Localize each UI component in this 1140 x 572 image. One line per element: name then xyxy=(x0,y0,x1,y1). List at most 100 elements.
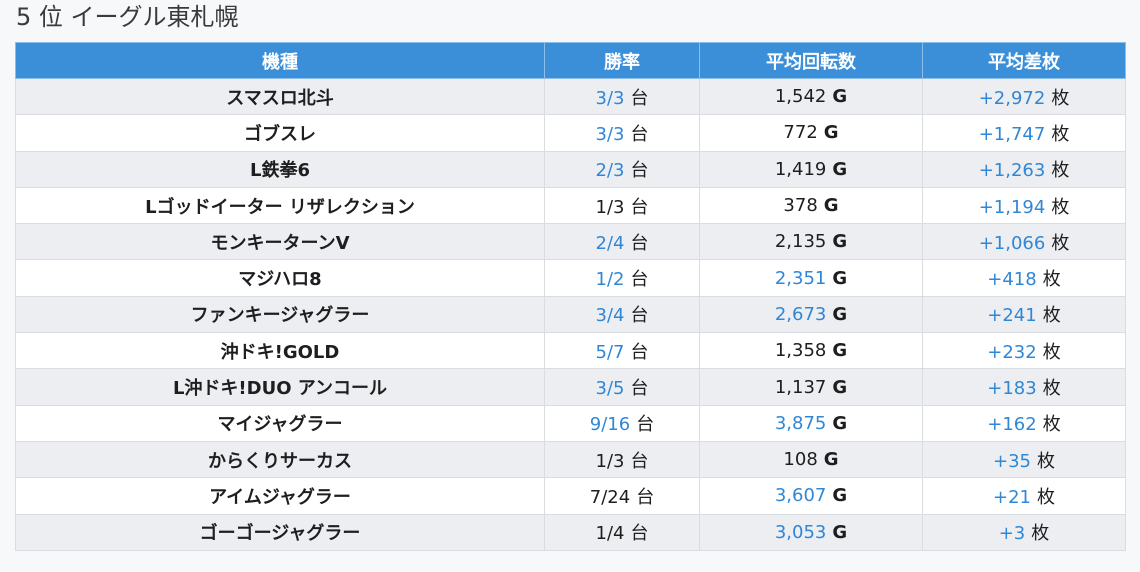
machine-name-cell: モンキーターンV xyxy=(15,223,545,261)
avg-diff-value: +35 xyxy=(993,450,1031,472)
win-rate-cell: 1/2 台 xyxy=(544,259,700,297)
avg-diff-cell: +232 枚 xyxy=(922,332,1126,370)
avg-spins-unit: G xyxy=(832,485,848,507)
table-row[interactable]: Lゴッドイーター リザレクション 1/3 台 378 G +1,194 枚 xyxy=(15,186,1126,225)
avg-spins-cell: 1,358 G xyxy=(699,332,923,370)
table-row[interactable]: マイジャグラー 9/16 台 3,875 G +162 枚 xyxy=(15,404,1126,442)
avg-spins-cell: 1,419 G xyxy=(699,150,923,188)
avg-spins-cell: 2,673 G xyxy=(699,295,923,334)
avg-diff-cell: +1,066 枚 xyxy=(922,223,1126,261)
table-row[interactable]: ファンキージャグラー 3/4 台 2,673 G +241 枚 xyxy=(15,295,1126,334)
avg-diff-value: +418 xyxy=(987,269,1037,291)
machine-name: モンキーターンV xyxy=(210,232,350,254)
avg-diff-unit: 枚 xyxy=(1051,232,1070,254)
avg-spins-unit: G xyxy=(823,449,839,471)
avg-spins-cell: 1,137 G xyxy=(699,368,923,406)
win-rate-cell: 3/3 台 xyxy=(544,77,700,116)
avg-diff-unit: 枚 xyxy=(1042,305,1061,327)
column-header-avg-spins[interactable]: 平均回転数 xyxy=(699,42,923,79)
win-rate-cell: 1/3 台 xyxy=(544,440,700,479)
avg-diff-cell: +2,972 枚 xyxy=(922,77,1126,116)
avg-spins-cell: 3,607 G xyxy=(699,477,923,515)
win-rate-value: 1/3 xyxy=(595,196,625,218)
avg-spins-unit: G xyxy=(832,158,848,180)
table-row[interactable]: ゴブスレ 3/3 台 772 G +1,747 枚 xyxy=(15,114,1126,152)
table-row[interactable]: ゴーゴージャグラー 1/4 台 3,053 G +3 枚 xyxy=(15,513,1126,551)
machine-name-cell: アイムジャグラー xyxy=(15,477,545,515)
avg-diff-unit: 枚 xyxy=(1031,523,1050,545)
win-rate-unit: 台 xyxy=(630,450,649,472)
machine-name: L鉄拳6 xyxy=(250,160,310,182)
table-row[interactable]: 沖ドキ!GOLD 5/7 台 1,358 G +232 枚 xyxy=(15,332,1126,370)
avg-spins-unit: G xyxy=(832,86,848,108)
win-rate-unit: 台 xyxy=(630,232,649,254)
machine-ranking-table: 機種 勝率 平均回転数 平均差枚 スマスロ北斗 3/3 台 1,542 G +2,972 枚… xyxy=(15,42,1126,551)
avg-diff-value: +21 xyxy=(993,486,1031,508)
table-row[interactable]: アイムジャグラー 7/24 台 3,607 G +21 枚 xyxy=(15,477,1126,515)
avg-diff-unit: 枚 xyxy=(1051,160,1070,182)
avg-spins-cell: 2,351 G xyxy=(699,259,923,297)
win-rate-unit: 台 xyxy=(630,87,649,109)
avg-diff-unit: 枚 xyxy=(1051,123,1070,145)
win-rate-value: 2/4 xyxy=(595,232,625,254)
column-header-machine[interactable]: 機種 xyxy=(15,42,545,79)
avg-diff-value: +162 xyxy=(987,414,1037,436)
win-rate-value: 9/16 xyxy=(589,414,631,436)
win-rate-unit: 台 xyxy=(630,305,649,327)
avg-diff-unit: 枚 xyxy=(1051,196,1070,218)
win-rate-value: 1/3 xyxy=(595,450,625,472)
table-row[interactable]: モンキーターンV 2/4 台 2,135 G +1,066 枚 xyxy=(15,223,1126,261)
win-rate-value: 3/5 xyxy=(595,378,625,400)
avg-spins-cell: 108 G xyxy=(699,440,923,479)
win-rate-cell: 1/3 台 xyxy=(544,186,700,225)
avg-diff-cell: +418 枚 xyxy=(922,259,1126,297)
avg-spins-cell: 2,135 G xyxy=(699,223,923,261)
avg-diff-cell: +183 枚 xyxy=(922,368,1126,406)
avg-diff-unit: 枚 xyxy=(1037,486,1055,508)
avg-spins-value: 772 xyxy=(783,122,818,144)
win-rate-cell: 3/4 台 xyxy=(544,295,700,334)
avg-diff-value: +1,263 xyxy=(978,160,1046,182)
machine-name-cell: スマスロ北斗 xyxy=(15,77,545,116)
win-rate-value: 5/7 xyxy=(595,341,625,363)
machine-name: スマスロ北斗 xyxy=(226,87,334,109)
win-rate-cell: 3/5 台 xyxy=(544,368,700,406)
table-row[interactable]: L沖ドキ!DUO アンコール 3/5 台 1,137 G +183 枚 xyxy=(15,368,1126,406)
avg-diff-cell: +162 枚 xyxy=(922,404,1126,442)
win-rate-cell: 2/4 台 xyxy=(544,223,700,261)
win-rate-unit: 台 xyxy=(630,196,649,218)
win-rate-cell: 3/3 台 xyxy=(544,114,700,152)
table-row[interactable]: L鉄拳6 2/3 台 1,419 G +1,263 枚 xyxy=(15,150,1126,188)
table-row[interactable]: からくりサーカス 1/3 台 108 G +35 枚 xyxy=(15,440,1126,479)
avg-spins-value: 2,351 xyxy=(774,267,827,289)
column-header-win-rate[interactable]: 勝率 xyxy=(544,42,700,79)
avg-diff-value: +2,972 xyxy=(978,87,1046,109)
win-rate-cell: 5/7 台 xyxy=(544,332,700,370)
avg-spins-value: 2,673 xyxy=(774,303,827,325)
win-rate-value: 3/3 xyxy=(595,123,625,145)
column-header-avg-diff[interactable]: 平均差枚 xyxy=(922,42,1126,79)
avg-spins-value: 3,607 xyxy=(774,485,827,507)
avg-spins-unit: G xyxy=(832,267,848,289)
win-rate-value: 3/3 xyxy=(595,87,625,109)
machine-name: マジハロ8 xyxy=(238,269,322,291)
avg-spins-value: 108 xyxy=(783,449,818,471)
table-row[interactable]: スマスロ北斗 3/3 台 1,542 G +2,972 枚 xyxy=(15,77,1126,116)
avg-diff-value: +3 xyxy=(998,523,1026,545)
win-rate-value: 1/4 xyxy=(595,523,625,545)
table-row[interactable]: マジハロ8 1/2 台 2,351 G +418 枚 xyxy=(15,259,1126,297)
avg-spins-cell: 3,875 G xyxy=(699,404,923,442)
machine-name: Lゴッドイーター リザレクション xyxy=(145,196,415,218)
avg-diff-unit: 枚 xyxy=(1042,341,1061,363)
avg-spins-value: 1,542 xyxy=(774,86,827,108)
avg-diff-cell: +1,194 枚 xyxy=(922,186,1126,225)
win-rate-cell: 1/4 台 xyxy=(544,513,700,551)
avg-spins-unit: G xyxy=(832,340,848,362)
avg-diff-unit: 枚 xyxy=(1051,87,1070,109)
win-rate-value: 7/24 xyxy=(589,486,631,508)
machine-name-cell: マイジャグラー xyxy=(15,404,545,442)
avg-spins-unit: G xyxy=(832,231,848,253)
machine-name-cell: からくりサーカス xyxy=(15,440,545,479)
avg-spins-value: 1,358 xyxy=(774,340,827,362)
